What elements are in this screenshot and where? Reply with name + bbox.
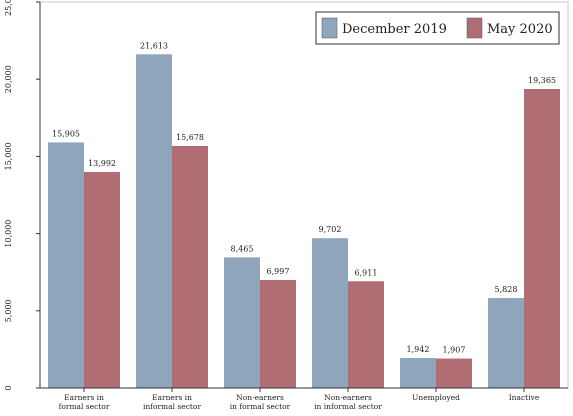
- legend: December 2019 May 2020: [315, 11, 560, 45]
- legend-label: May 2020: [487, 22, 553, 37]
- y-tick-label: 20,000: [4, 65, 13, 93]
- bar-value-label: 19,365: [528, 76, 556, 85]
- y-tick-label: 5,000: [4, 299, 13, 322]
- bar: [136, 54, 172, 388]
- bar: [260, 279, 296, 388]
- bar-value-label: 5,828: [495, 285, 518, 294]
- bar-value-label: 6,911: [355, 268, 378, 277]
- y-axis: 0 5,000 10,000 15,000 20,000 25,000: [4, 0, 41, 391]
- bar-value-label: 1,907: [443, 346, 466, 355]
- bar-value-label: 9,702: [319, 225, 342, 234]
- bars: [48, 54, 560, 389]
- bar-value-label: 1,942: [407, 345, 430, 354]
- bar-value-label: 13,992: [88, 159, 116, 168]
- bar: [400, 358, 436, 388]
- x-category-label: Earners in formal sector: [59, 393, 110, 411]
- y-tick-label: 25,000: [4, 0, 13, 16]
- bar: [348, 281, 384, 388]
- bar: [312, 238, 348, 388]
- bar: [84, 171, 120, 388]
- bar: [524, 89, 560, 389]
- x-category-label: Earners in informal sector: [143, 393, 201, 411]
- y-tick-label: 0: [4, 385, 13, 390]
- bar: [488, 298, 524, 388]
- x-category-label: Unemployed: [412, 393, 460, 402]
- legend-box: [315, 11, 560, 45]
- bar-value-label: 21,613: [140, 41, 168, 50]
- legend-swatch: [321, 17, 338, 39]
- y-tick-label: 15,000: [4, 142, 13, 170]
- bar: [172, 145, 208, 388]
- legend-label: December 2019: [342, 22, 447, 37]
- bar-value-label: 8,465: [231, 244, 254, 253]
- bar: [436, 358, 472, 388]
- x-category-label: Non-earners in informal sector: [314, 393, 382, 411]
- x-category-label: Non-earners in formal sector: [230, 393, 291, 411]
- x-axis: Earners in formal sector Earners in informa…: [40, 387, 568, 411]
- bar: [48, 142, 84, 388]
- value-labels: 15,905 13,992 21,613 15,678 8,465 6,997 9,702 6…: [52, 41, 556, 354]
- bar-value-label: 6,997: [267, 267, 290, 276]
- y-tick-label: 10,000: [4, 220, 13, 248]
- bar: [224, 257, 260, 388]
- legend-swatch: [466, 17, 483, 39]
- bar-value-label: 15,678: [176, 133, 204, 142]
- x-category-label: Inactive: [509, 393, 540, 402]
- bar-value-label: 15,905: [52, 129, 80, 138]
